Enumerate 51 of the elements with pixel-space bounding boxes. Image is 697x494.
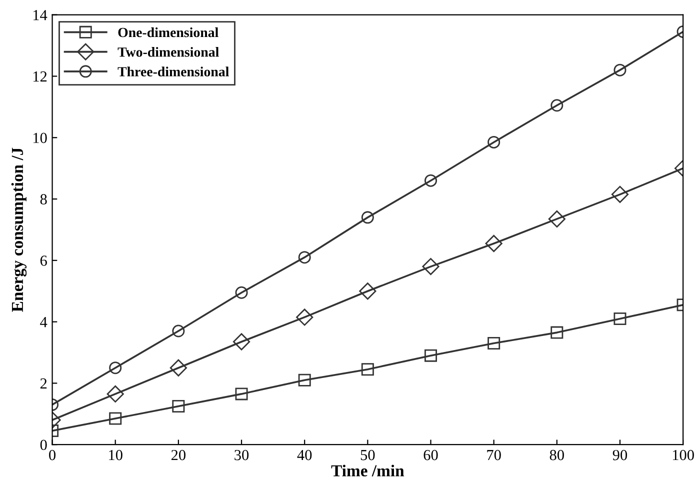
point xyxy=(550,99,564,112)
point xyxy=(106,385,124,402)
point xyxy=(614,64,626,76)
x-axis-title: Time /min xyxy=(331,464,404,476)
point xyxy=(361,211,374,224)
x-tick-label: 100 xyxy=(672,450,694,460)
point xyxy=(172,324,185,338)
point xyxy=(422,258,440,276)
x-tick-label: 50 xyxy=(360,450,375,460)
legend-label: Three-dimensional xyxy=(118,66,229,76)
point xyxy=(424,349,437,362)
point xyxy=(614,312,626,325)
y-tick-label: 8 xyxy=(40,194,47,204)
x-tick-label: 20 xyxy=(171,450,186,460)
y-tick-label: 0 xyxy=(40,440,47,450)
point xyxy=(550,326,564,339)
x-tick-label: 80 xyxy=(550,450,564,460)
point xyxy=(611,186,629,203)
point xyxy=(424,174,437,187)
point xyxy=(298,374,311,386)
point xyxy=(296,308,314,326)
y-tick-label: 2 xyxy=(40,378,47,389)
point xyxy=(298,251,311,264)
point xyxy=(359,282,376,300)
x-tick-label: 70 xyxy=(487,450,501,460)
point xyxy=(170,359,187,376)
x-tick-label: 60 xyxy=(424,450,438,460)
y-tick-label: 14 xyxy=(33,10,48,20)
point xyxy=(109,412,122,425)
x-tick-label: 0 xyxy=(49,450,56,460)
y-tick-label: 4 xyxy=(40,317,48,328)
point xyxy=(232,333,250,350)
y-tick-label: 6 xyxy=(40,256,47,266)
x-tick-label: 30 xyxy=(234,450,249,460)
legend-label: Two-dimensional xyxy=(118,47,219,57)
x-tick-label: 10 xyxy=(109,450,122,460)
point xyxy=(488,337,500,350)
point xyxy=(488,136,500,148)
y-tick-label: 10 xyxy=(33,132,47,144)
x-tick-label: 40 xyxy=(297,450,312,460)
legend-label: One-dimensional xyxy=(118,27,218,38)
y-axis-title: Energy consumption /J xyxy=(11,148,27,312)
point xyxy=(548,210,566,228)
point xyxy=(361,363,374,376)
point xyxy=(235,286,248,299)
point xyxy=(109,362,122,374)
point xyxy=(172,400,185,412)
y-tick-label: 12 xyxy=(33,71,47,82)
point xyxy=(485,234,502,252)
point xyxy=(235,388,248,400)
x-tick-label: 90 xyxy=(612,450,628,460)
